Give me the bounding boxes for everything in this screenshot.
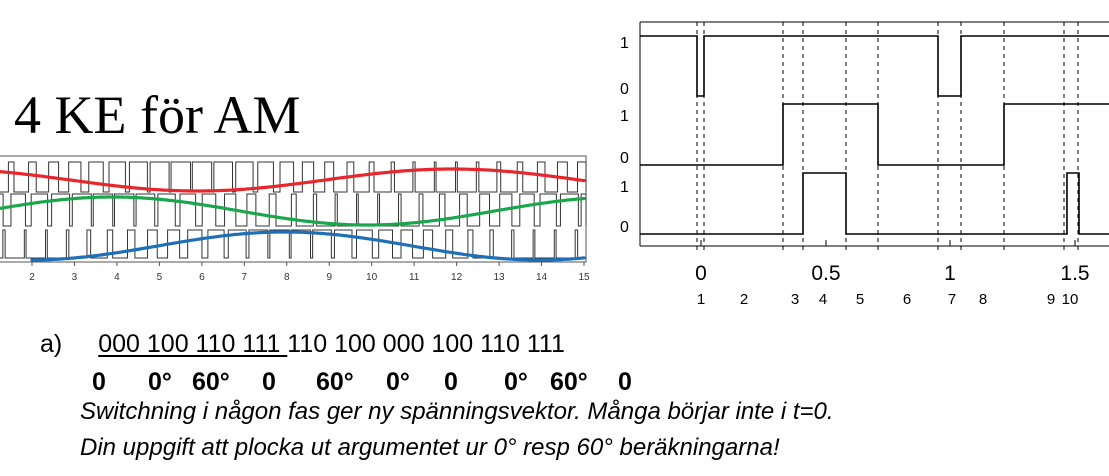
x-tick-label: 15 [578,272,590,283]
x-tick-label: 10 [366,272,378,283]
page-title: 4 KE för AM [14,85,301,145]
x-tick-label: 14 [536,272,548,283]
y-label-low: 0 [620,150,629,167]
x-tick-label: 5 [157,272,163,283]
interval-label: 7 [948,291,956,308]
x-tick-label: 3 [72,272,78,283]
angle-value: 0° [504,368,528,396]
pwm-square-wave [0,229,586,259]
angle-value: 0 [262,368,276,396]
sine-reference-curve [0,167,586,193]
angle-sequence: 0 0° 60° 0 60° 0° 0 0° 60° 0 [92,368,652,398]
bit-sequence-underlined: 000 100 110 111 [98,330,288,358]
angle-value: 0° [386,368,410,396]
x-tick-label: 8 [284,272,290,283]
y-label-high: 1 [620,179,629,196]
x-tick-label: 13 [494,272,506,283]
x-tick-label: 12 [451,272,463,283]
bit-sequence: a)000 100 110 111 110 100 000 100 110 11… [76,330,565,359]
phase-switching-wave-1 [640,35,1109,97]
x-tick-label: 7 [242,272,248,283]
x-tick-label: 1.5 [1060,262,1089,285]
pwm-sine-chart: 2 3 4 5 6 7 8 9 10 11 12 13 14 15 [0,155,590,283]
interval-label: 5 [856,291,864,308]
angle-value: 60° [550,368,588,396]
note-line-1: Switchning i någon fas ger ny spänningsv… [80,398,834,425]
x-tick-label: 11 [409,272,420,283]
x-tick-label: 6 [199,272,205,283]
y-label-low: 0 [620,81,629,98]
angle-value: 0 [444,368,458,396]
sine-reference-curve [0,195,586,227]
answer-label: a) [40,330,63,358]
angle-value: 0 [618,368,632,396]
x-tick-label: 0.5 [811,262,840,285]
interval-label: 8 [979,291,987,308]
y-label-high: 1 [620,35,629,52]
angle-value: 60° [316,368,354,396]
interval-label: 1 [697,291,705,308]
interval-label: 4 [819,291,827,308]
bit-sequence-rest: 110 100 000 100 110 111 [287,330,565,358]
x-tick-label: 2 [29,272,35,283]
pwm-square-wave [0,193,587,227]
phase-switching-wave-2 [640,103,1109,166]
angle-value: 60° [192,368,230,396]
y-label-low: 0 [620,219,629,236]
pwm-square-wave [0,161,587,193]
y-label-high: 1 [620,108,629,125]
sine-reference-curve [30,230,586,262]
x-tick-label: 9 [326,272,332,283]
phase-switching-wave-3 [640,172,1109,235]
interval-label: 10 [1062,291,1079,308]
x-tick-label: 1 [944,262,956,285]
note-line-2: Din uppgift att plocka ut argumentet ur … [80,434,780,461]
angle-value: 0° [148,368,172,396]
interval-label: 9 [1047,291,1055,308]
interval-label: 6 [903,291,911,308]
angle-value: 0 [92,368,106,396]
x-tick-label: 0 [695,262,707,285]
interval-label: 3 [791,291,799,308]
interval-label: 2 [740,291,748,308]
x-tick-label: 4 [114,272,120,283]
